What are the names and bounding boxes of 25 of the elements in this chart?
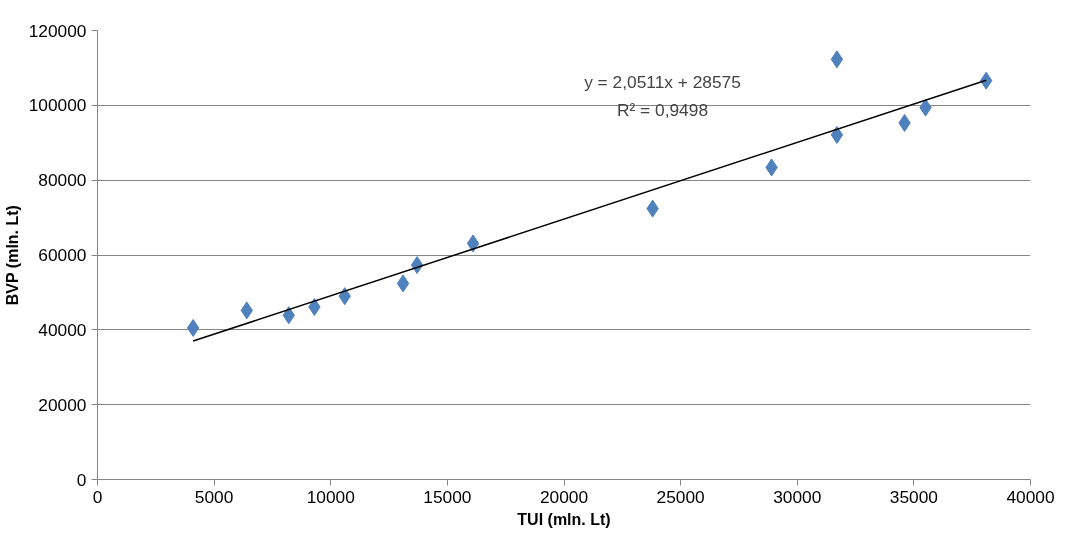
x-tick-label: 15000 — [423, 486, 472, 507]
x-tick-label: 0 — [92, 486, 103, 507]
x-tick-label: 20000 — [539, 486, 589, 507]
x-tick-label: 35000 — [889, 486, 938, 507]
annotation: y = 2,0511x + 28575 — [584, 71, 741, 92]
x-tick-label: 40000 — [1006, 486, 1055, 507]
point — [830, 125, 844, 144]
x-tick-label: 30000 — [773, 486, 822, 507]
y-tick-label: 0 — [76, 469, 87, 490]
x-tick-label: 25000 — [656, 486, 705, 507]
annotation: R² = 0,9498 — [616, 99, 709, 120]
y-tick-label: 100000 — [28, 95, 87, 116]
y-tick-label: 80000 — [38, 170, 87, 191]
point — [186, 318, 200, 337]
point — [830, 50, 844, 69]
x-tick-label: 5000 — [194, 486, 234, 507]
y-tick-label: 120000 — [28, 20, 87, 41]
y-axis-title: BVP (mln. Lt) — [3, 205, 21, 306]
y-tick-label: 40000 — [38, 319, 87, 340]
x-tick-label: 10000 — [306, 486, 355, 507]
x-axis-title: TUI (mln. Lt) — [517, 510, 611, 528]
y-tick-label: 20000 — [38, 394, 87, 415]
y-tick-label: 60000 — [38, 245, 87, 265]
point — [466, 234, 480, 253]
point — [396, 274, 410, 293]
